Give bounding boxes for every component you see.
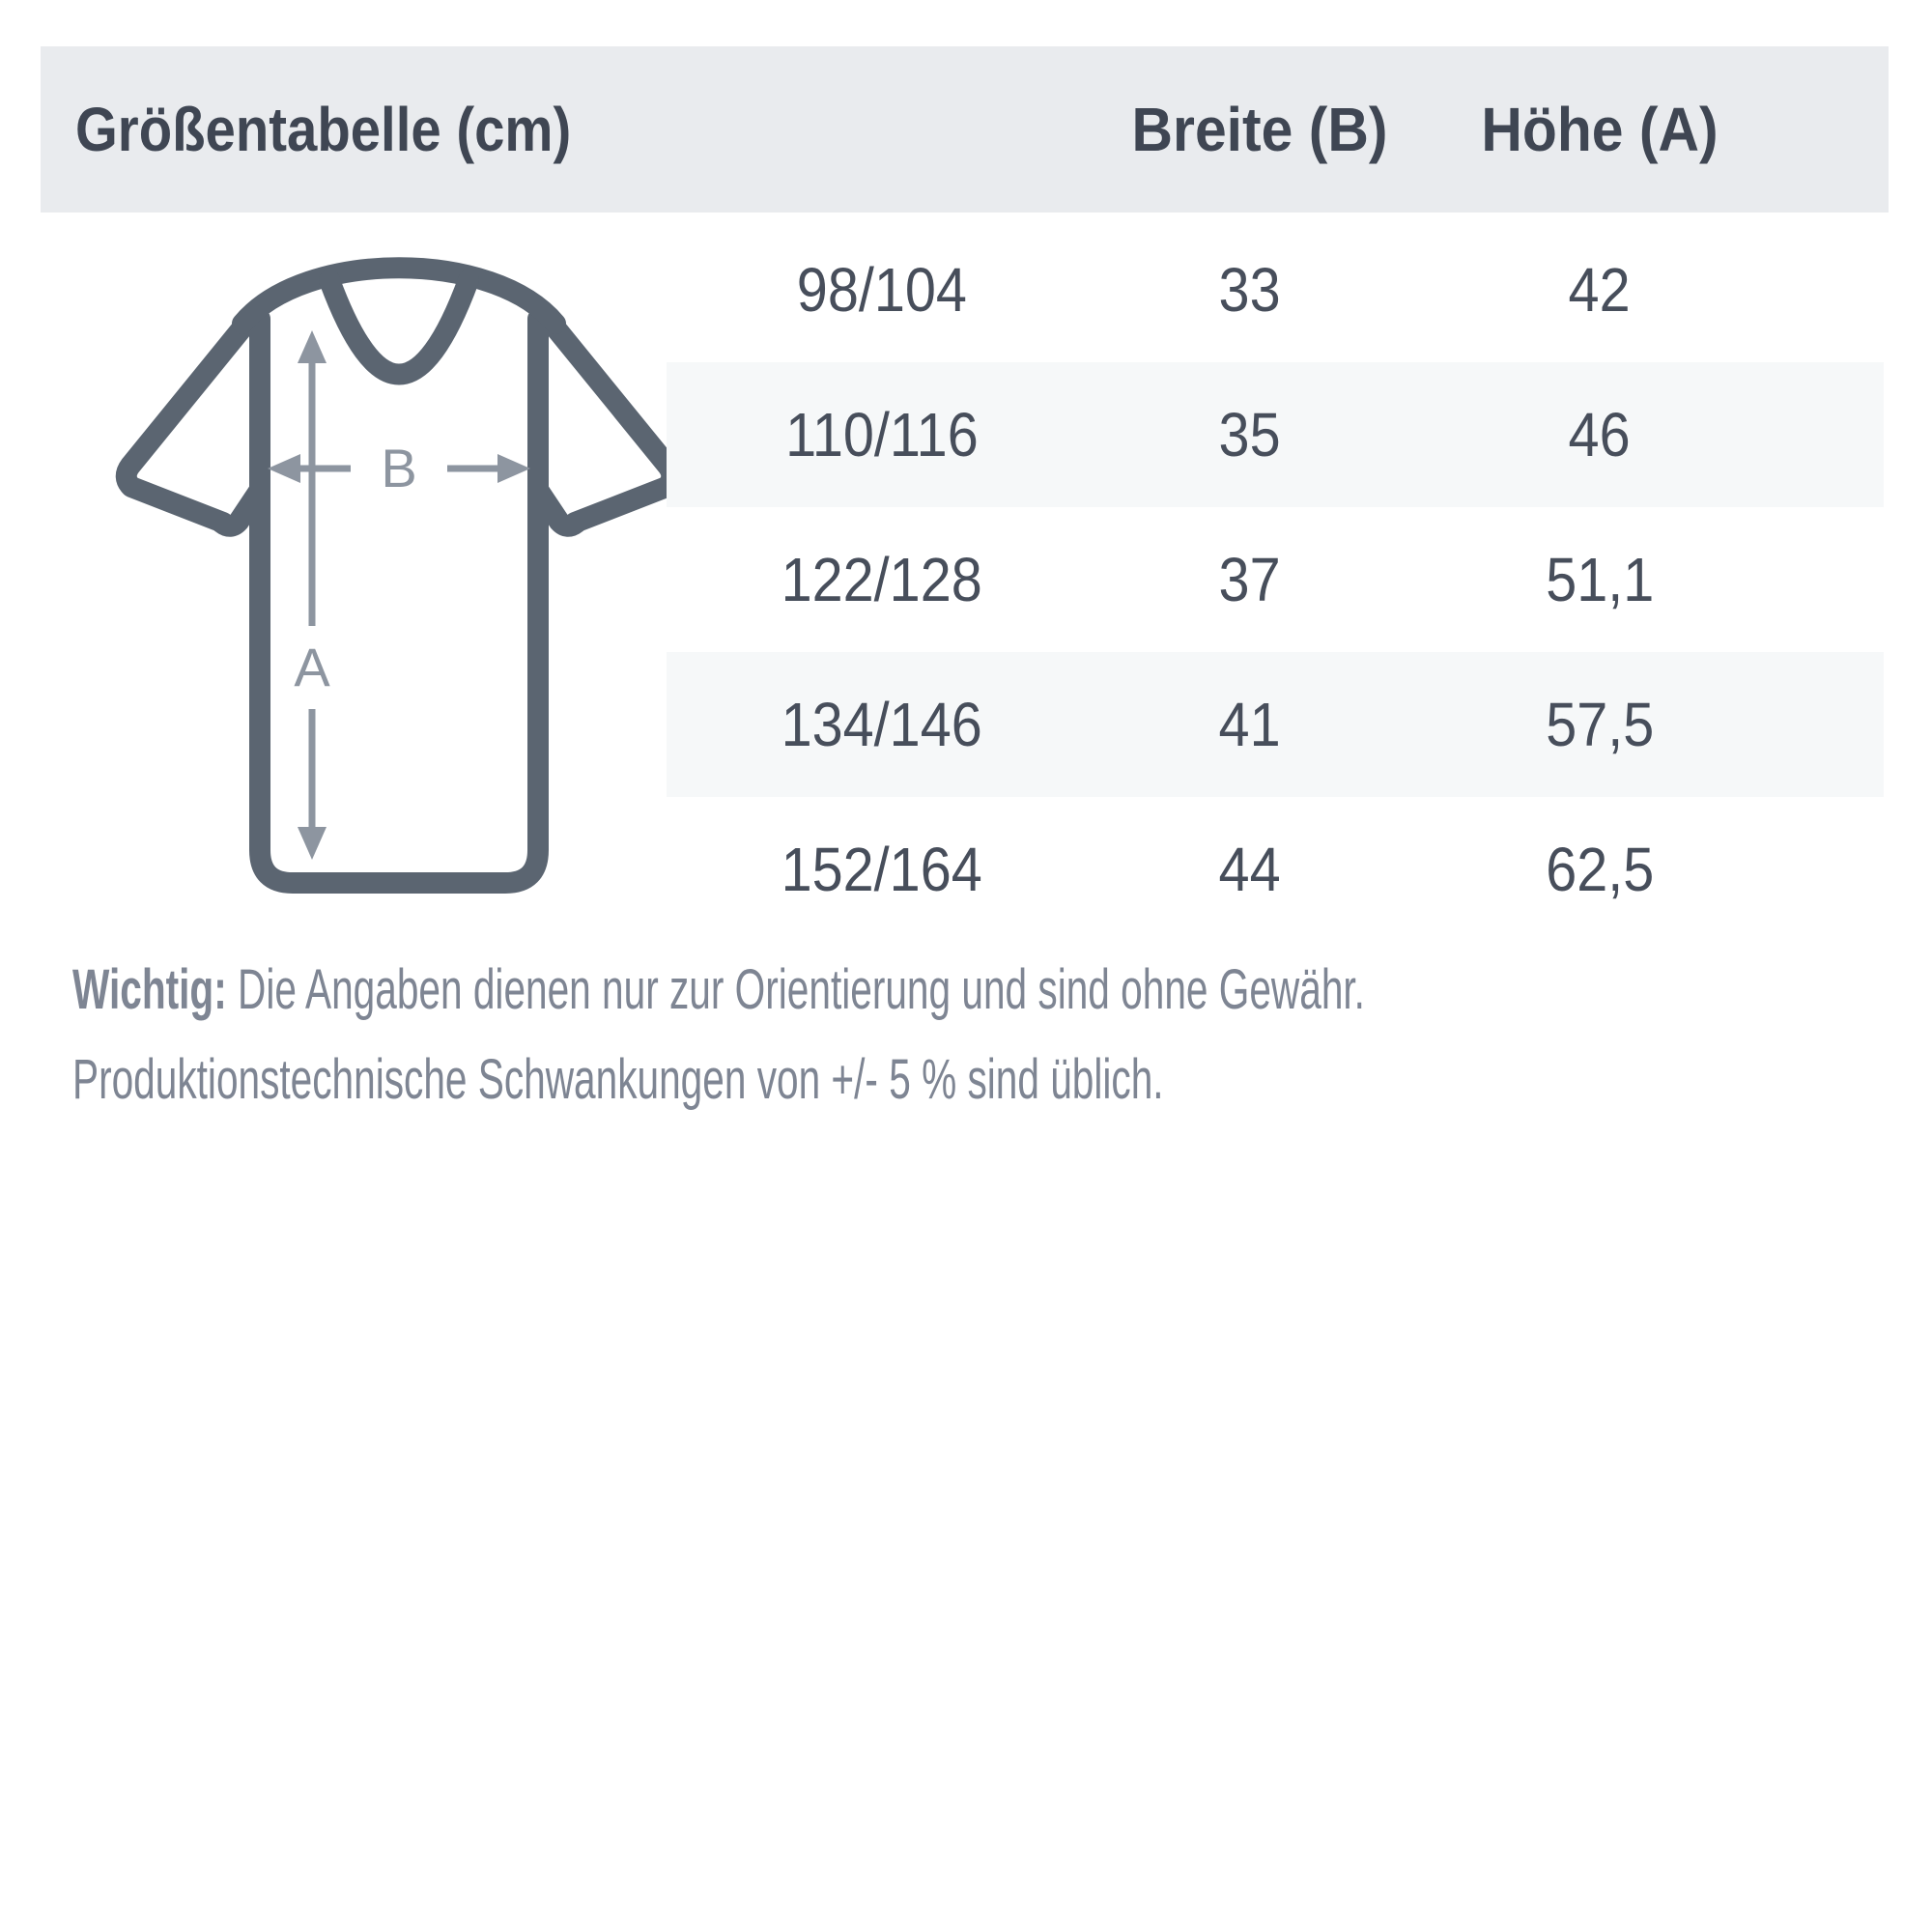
- tshirt-shoulder-arc: [232, 257, 566, 334]
- disclaimer-line2: Produktionstechnische Schwankungen von +…: [72, 1048, 1164, 1111]
- height-cell: 57,5: [1545, 690, 1655, 759]
- size-table: 98/104 33 42 110/116 35 46 122/128 37 51…: [41, 217, 1889, 942]
- table-row: 152/164 44 62,5: [41, 797, 1889, 942]
- size-cell: 122/128: [781, 545, 983, 614]
- size-cell: 152/164: [781, 835, 983, 904]
- size-chart-header: Größentabelle (cm) Breite (B) Höhe (A): [41, 46, 1889, 213]
- table-row: 122/128 37 51,1: [41, 507, 1889, 652]
- height-cell: 62,5: [1545, 835, 1655, 904]
- width-cell: 37: [1218, 545, 1282, 614]
- width-arrow: [268, 454, 530, 483]
- tshirt-left-sleeve: [115, 310, 269, 537]
- height-cell: 51,1: [1545, 545, 1655, 614]
- disclaimer-label: Wichtig:: [72, 958, 227, 1021]
- width-cell: 44: [1218, 835, 1282, 904]
- table-row: 110/116 35 46: [41, 362, 1889, 507]
- table-row: 134/146 41 57,5: [41, 652, 1889, 797]
- height-arrow: [298, 330, 327, 860]
- height-arrow-label: A: [294, 637, 330, 697]
- height-cell: 42: [1568, 255, 1632, 325]
- size-cell: 134/146: [781, 690, 983, 759]
- height-cell: 46: [1568, 400, 1632, 469]
- size-cell: 98/104: [796, 255, 968, 325]
- disclaimer-note: Wichtig: Die Angaben dienen nur zur Orie…: [72, 945, 1628, 1124]
- measurement-arrows: B A: [268, 330, 530, 860]
- width-arrow-label: B: [381, 438, 416, 498]
- disclaimer-line1: Die Angaben dienen nur zur Orientierung …: [238, 958, 1365, 1021]
- page-title: Größentabelle (cm): [75, 95, 572, 164]
- tshirt-neck-opening: [319, 270, 479, 385]
- width-cell: 35: [1218, 400, 1282, 469]
- column-header-width: Breite (B): [1131, 95, 1388, 164]
- width-cell: 33: [1218, 255, 1282, 325]
- table-row: 98/104 33 42: [41, 217, 1889, 362]
- size-cell: 110/116: [785, 400, 979, 469]
- column-header-height: Höhe (A): [1481, 95, 1719, 164]
- tshirt-body: [249, 308, 549, 894]
- width-cell: 41: [1218, 690, 1282, 759]
